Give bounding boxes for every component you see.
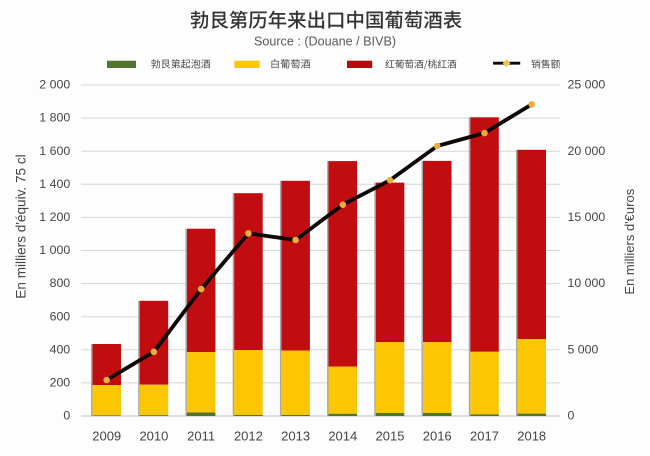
- svg-text:1 600: 1 600: [39, 144, 70, 158]
- svg-text:2011: 2011: [187, 429, 215, 444]
- svg-text:1 400: 1 400: [39, 177, 70, 191]
- svg-text:1 200: 1 200: [39, 210, 70, 224]
- svg-text:2 000: 2 000: [39, 78, 70, 92]
- svg-text:20 000: 20 000: [568, 144, 606, 158]
- svg-text:2012: 2012: [234, 429, 263, 444]
- svg-text:En milliers d'€uros: En milliers d'€uros: [622, 188, 637, 294]
- svg-text:2016: 2016: [423, 429, 452, 444]
- svg-text:1 000: 1 000: [39, 243, 70, 257]
- svg-text:En milliers d'équiv. 75 cl: En milliers d'équiv. 75 cl: [14, 154, 29, 298]
- svg-text:5 000: 5 000: [568, 342, 599, 356]
- svg-text:2017: 2017: [470, 429, 499, 444]
- svg-text:10 000: 10 000: [568, 276, 606, 290]
- svg-text:15 000: 15 000: [568, 210, 606, 224]
- svg-text:0: 0: [63, 409, 70, 423]
- svg-text:25 000: 25 000: [568, 78, 606, 92]
- svg-text:2013: 2013: [281, 429, 310, 444]
- svg-text:2014: 2014: [328, 429, 357, 444]
- svg-text:600: 600: [50, 309, 71, 323]
- svg-text:400: 400: [50, 342, 71, 356]
- svg-text:2018: 2018: [517, 429, 546, 444]
- svg-text:2009: 2009: [92, 429, 121, 444]
- svg-text:800: 800: [50, 276, 71, 290]
- svg-text:200: 200: [50, 376, 71, 390]
- svg-text:1 800: 1 800: [39, 111, 70, 125]
- svg-text:0: 0: [568, 409, 575, 423]
- svg-text:Source : (Douane / BIVB): Source : (Douane / BIVB): [254, 34, 396, 48]
- svg-text:2015: 2015: [376, 429, 405, 444]
- svg-text:2010: 2010: [139, 429, 168, 444]
